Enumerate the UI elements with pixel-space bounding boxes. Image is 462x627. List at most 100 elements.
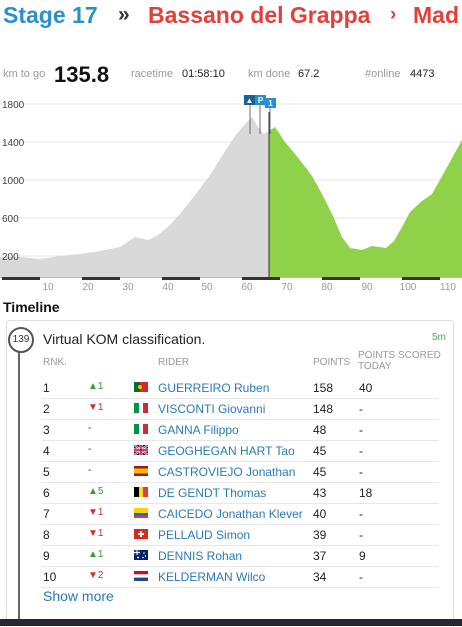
race-stats: km to go 135.8 racetime 01:58:10 km done…	[0, 62, 462, 88]
rank-change: ▼1	[88, 402, 104, 413]
rider-link[interactable]: GUERREIRO Ruben	[158, 381, 270, 395]
x-tick: 10	[42, 282, 54, 292]
stage-finish: Mad	[413, 2, 459, 28]
stage-start: Bassano del Grappa	[148, 2, 371, 28]
points-cell: 48	[313, 423, 327, 437]
points-today-cell: -	[359, 528, 363, 542]
online-value: 4473	[410, 68, 435, 80]
rider-link[interactable]: PELLAUD Simon	[158, 528, 251, 542]
rider-link[interactable]: CAICEDO Jonathan Klever	[158, 507, 303, 521]
country-flag-icon	[134, 571, 148, 581]
table-row: 3 - GANNA Filippo 48 -	[41, 419, 439, 441]
km-marker-icon[interactable]	[265, 98, 276, 108]
points-cell: 34	[313, 570, 327, 584]
country-flag-icon	[134, 487, 148, 497]
racetime-label: racetime	[131, 68, 174, 80]
rank-cell: 3	[43, 423, 50, 437]
rider-link[interactable]: VISCONTI Giovanni	[158, 402, 266, 416]
table-row: 9 ▲1 DENNIS Rohan 37 9	[41, 545, 439, 567]
country-flag-icon	[134, 529, 148, 539]
y-tick: 1000	[2, 176, 25, 187]
points-today-cell: -	[359, 444, 363, 458]
rank-cell: 1	[43, 381, 50, 395]
points-cell: 158	[313, 381, 334, 395]
x-tick: 60	[241, 282, 253, 292]
km-badge: 139	[8, 327, 34, 353]
profile-completed-area	[0, 117, 269, 277]
table-row: 10 ▼2 KELDERMAN Wilco 34 -	[41, 566, 439, 588]
header-rank: RNK.	[43, 357, 67, 368]
x-tick: 40	[162, 282, 174, 292]
km-done-value: 67.2	[298, 68, 320, 80]
points-today-cell: 9	[359, 549, 366, 563]
header-rider: RIDER	[158, 357, 190, 368]
x-tick: 90	[361, 282, 373, 292]
stage-number[interactable]: Stage 17	[3, 2, 98, 28]
points-today-cell: -	[359, 423, 363, 437]
km-to-go-label: km to go	[3, 68, 46, 80]
rider-link[interactable]: KELDERMAN Wilco	[158, 570, 266, 584]
mountain-marker-icon[interactable]	[244, 95, 255, 105]
racetime-value: 01:58:10	[182, 68, 225, 80]
rider-link[interactable]: CASTROVIEJO Jonathan	[158, 465, 296, 479]
points-cell: 37	[313, 549, 327, 563]
country-flag-icon	[134, 424, 148, 434]
points-cell: 43	[313, 486, 327, 500]
rank-change: ▼1	[88, 528, 104, 539]
rider-link[interactable]: DE GENDT Thomas	[158, 486, 267, 500]
points-cell: 45	[313, 465, 327, 479]
x-axis-segments	[2, 277, 440, 280]
table-row: 4 - GEOGHEGAN HART Tao 45 -	[41, 440, 439, 462]
rider-link[interactable]: GANNA Filippo	[158, 423, 239, 437]
x-tick: 100	[400, 282, 417, 292]
x-tick: 80	[321, 282, 333, 292]
x-tick: 20	[82, 282, 94, 292]
online-label: #online	[365, 68, 401, 80]
table-row: 8 ▼1 PELLAUD Simon 39 -	[41, 524, 439, 546]
table-row: 1 ▲1 GUERREIRO Ruben 158 40	[41, 377, 439, 399]
timeline-heading: Timeline	[3, 299, 60, 315]
rider-link[interactable]: GEOGHEGAN HART Tao	[158, 444, 295, 458]
y-tick: 1800	[2, 100, 25, 111]
timeline-card	[6, 320, 454, 627]
table-row: 7 ▼1 CAICEDO Jonathan Klever 40 -	[41, 503, 439, 525]
pass-marker-label: P	[258, 96, 264, 105]
km-to-go-value: 135.8	[54, 62, 110, 87]
pass-marker-icon[interactable]	[255, 95, 266, 105]
y-tick: 1400	[2, 138, 25, 149]
x-tick: 110	[440, 282, 456, 292]
country-flag-icon	[134, 466, 148, 476]
table-row: 6 ▲5 DE GENDT Thomas 43 18	[41, 482, 439, 504]
country-flag-icon	[134, 550, 148, 560]
profile-markers: ▲ P 1	[244, 95, 276, 134]
points-today-cell: 40	[359, 381, 373, 395]
header-points-today: POINTS SCORED TODAY	[358, 350, 441, 372]
header-arrow: ›	[390, 4, 397, 25]
points-cell: 40	[313, 507, 327, 521]
table-row: 5 - CASTROVIEJO Jonathan 45 -	[41, 461, 439, 483]
y-tick: 600	[2, 214, 19, 225]
rank-cell: 7	[43, 507, 50, 521]
card-time: 5m	[432, 332, 446, 343]
y-axis-labels: 1800 1400 1000 600 200	[2, 100, 25, 263]
timeline-line	[18, 345, 20, 626]
rank-cell: 8	[43, 528, 50, 542]
km-marker-label: 1	[268, 99, 273, 108]
rank-change: -	[88, 465, 92, 476]
rank-cell: 5	[43, 465, 50, 479]
rank-change: ▲1	[88, 381, 104, 392]
table-row: 2 ▼1 VISCONTI Giovanni 148 -	[41, 398, 439, 420]
show-more-link[interactable]: Show more	[43, 588, 114, 604]
points-cell: 45	[313, 444, 327, 458]
rank-change: ▲5	[88, 486, 104, 497]
header-points: POINTS	[313, 357, 351, 368]
mountain-marker-label: ▲	[246, 96, 254, 105]
rider-link[interactable]: DENNIS Rohan	[158, 549, 243, 563]
points-today-cell: -	[359, 507, 363, 521]
bottom-bar	[0, 619, 462, 626]
stage-header: Stage 17 » Bassano del Grappa › Mad	[0, 0, 462, 30]
points-today-cell: -	[359, 402, 363, 416]
rank-change: ▼1	[88, 507, 104, 518]
profile-remaining-area	[269, 127, 462, 277]
rank-cell: 4	[43, 444, 50, 458]
